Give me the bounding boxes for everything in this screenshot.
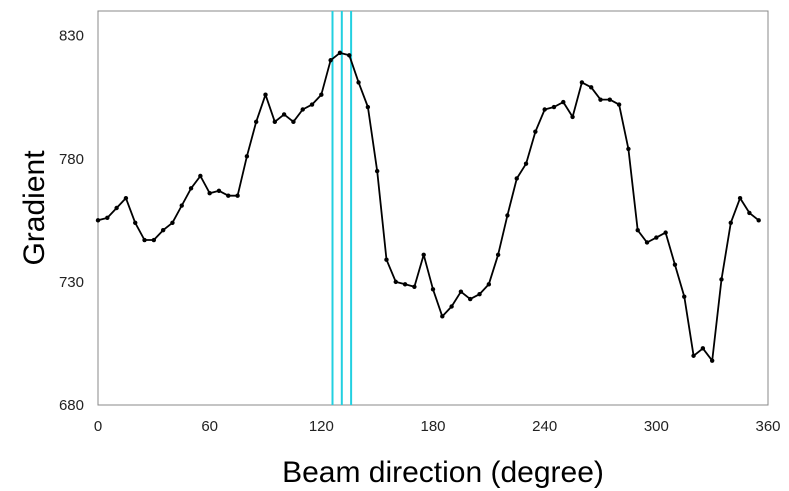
data-point bbox=[561, 99, 566, 105]
data-point bbox=[514, 176, 519, 181]
x-tick-label: 300 bbox=[644, 418, 669, 435]
data-point bbox=[365, 104, 371, 110]
data-point bbox=[160, 227, 166, 233]
data-point bbox=[402, 282, 408, 287]
data-point bbox=[486, 282, 492, 287]
data-point bbox=[421, 252, 426, 257]
x-tick-label: 240 bbox=[532, 418, 557, 435]
data-point bbox=[123, 195, 129, 201]
data-point bbox=[672, 262, 678, 267]
data-point bbox=[542, 107, 547, 112]
y-tick-label: 680 bbox=[59, 397, 84, 414]
data-point bbox=[616, 102, 622, 107]
data-point bbox=[505, 213, 510, 218]
data-point bbox=[393, 279, 398, 285]
x-tick-label: 360 bbox=[755, 418, 780, 435]
data-point bbox=[272, 119, 278, 125]
data-point bbox=[654, 235, 659, 240]
data-point bbox=[682, 294, 687, 299]
data-point bbox=[356, 80, 361, 85]
data-point bbox=[281, 112, 287, 117]
data-point bbox=[207, 191, 212, 196]
x-tick-label: 0 bbox=[94, 418, 102, 435]
data-point bbox=[700, 346, 706, 351]
data-point bbox=[374, 168, 380, 174]
data-point bbox=[495, 252, 501, 257]
data-point bbox=[523, 161, 529, 166]
y-tick-labels: 680 730 780 830 bbox=[59, 28, 84, 414]
y-tick-label: 830 bbox=[59, 28, 84, 45]
data-point bbox=[533, 129, 538, 134]
data-point bbox=[95, 218, 101, 223]
plot-area-frame bbox=[97, 10, 769, 406]
x-tick-label: 60 bbox=[201, 418, 218, 435]
data-point bbox=[300, 107, 305, 112]
data-point bbox=[384, 257, 389, 262]
data-point bbox=[133, 220, 138, 225]
data-point bbox=[449, 304, 454, 309]
data-point bbox=[644, 240, 650, 245]
data-point bbox=[570, 114, 575, 120]
data-point bbox=[709, 358, 715, 363]
data-point bbox=[691, 353, 696, 358]
y-tick-label: 730 bbox=[59, 274, 84, 291]
data-point bbox=[588, 85, 594, 90]
x-tick-label: 180 bbox=[420, 418, 445, 435]
data-point bbox=[198, 173, 203, 179]
data-point bbox=[719, 277, 724, 282]
data-point bbox=[263, 92, 268, 97]
data-point bbox=[235, 193, 240, 198]
data-point bbox=[309, 102, 315, 107]
data-point bbox=[635, 227, 640, 233]
series-line bbox=[97, 52, 760, 362]
data-point bbox=[105, 215, 110, 221]
data-point bbox=[179, 203, 184, 208]
data-point bbox=[737, 195, 743, 201]
data-point bbox=[728, 220, 733, 225]
y-axis-title: Gradient bbox=[18, 150, 51, 266]
data-point bbox=[337, 50, 343, 56]
data-point bbox=[142, 237, 147, 243]
data-point bbox=[216, 188, 222, 193]
data-point bbox=[477, 291, 482, 297]
data-point bbox=[598, 97, 603, 102]
data-point bbox=[328, 58, 333, 63]
data-point bbox=[440, 314, 445, 319]
data-point bbox=[579, 80, 585, 85]
data-point bbox=[319, 92, 324, 97]
data-point bbox=[458, 289, 464, 294]
data-point bbox=[468, 296, 473, 302]
data-point bbox=[626, 146, 631, 152]
y-tick-label: 780 bbox=[59, 151, 84, 168]
data-point bbox=[756, 218, 761, 223]
x-tick-labels: 0 60 120 180 240 300 360 bbox=[94, 418, 781, 435]
data-point bbox=[663, 230, 668, 235]
reference-lines bbox=[331, 11, 353, 405]
data-point bbox=[226, 193, 231, 198]
data-point bbox=[253, 119, 259, 125]
data-point bbox=[412, 284, 417, 289]
data-point bbox=[430, 287, 436, 292]
data-point bbox=[291, 119, 296, 125]
data-point bbox=[170, 220, 175, 225]
data-point bbox=[244, 154, 250, 159]
data-point bbox=[551, 104, 557, 110]
data-point bbox=[347, 53, 352, 58]
x-tick-label: 120 bbox=[309, 418, 334, 435]
series-layer bbox=[95, 50, 761, 363]
data-point bbox=[114, 205, 119, 211]
data-point bbox=[151, 237, 157, 243]
x-axis-title: Beam direction (degree) bbox=[282, 456, 604, 489]
data-point bbox=[188, 186, 194, 191]
data-point bbox=[607, 97, 613, 102]
data-point bbox=[747, 210, 752, 216]
